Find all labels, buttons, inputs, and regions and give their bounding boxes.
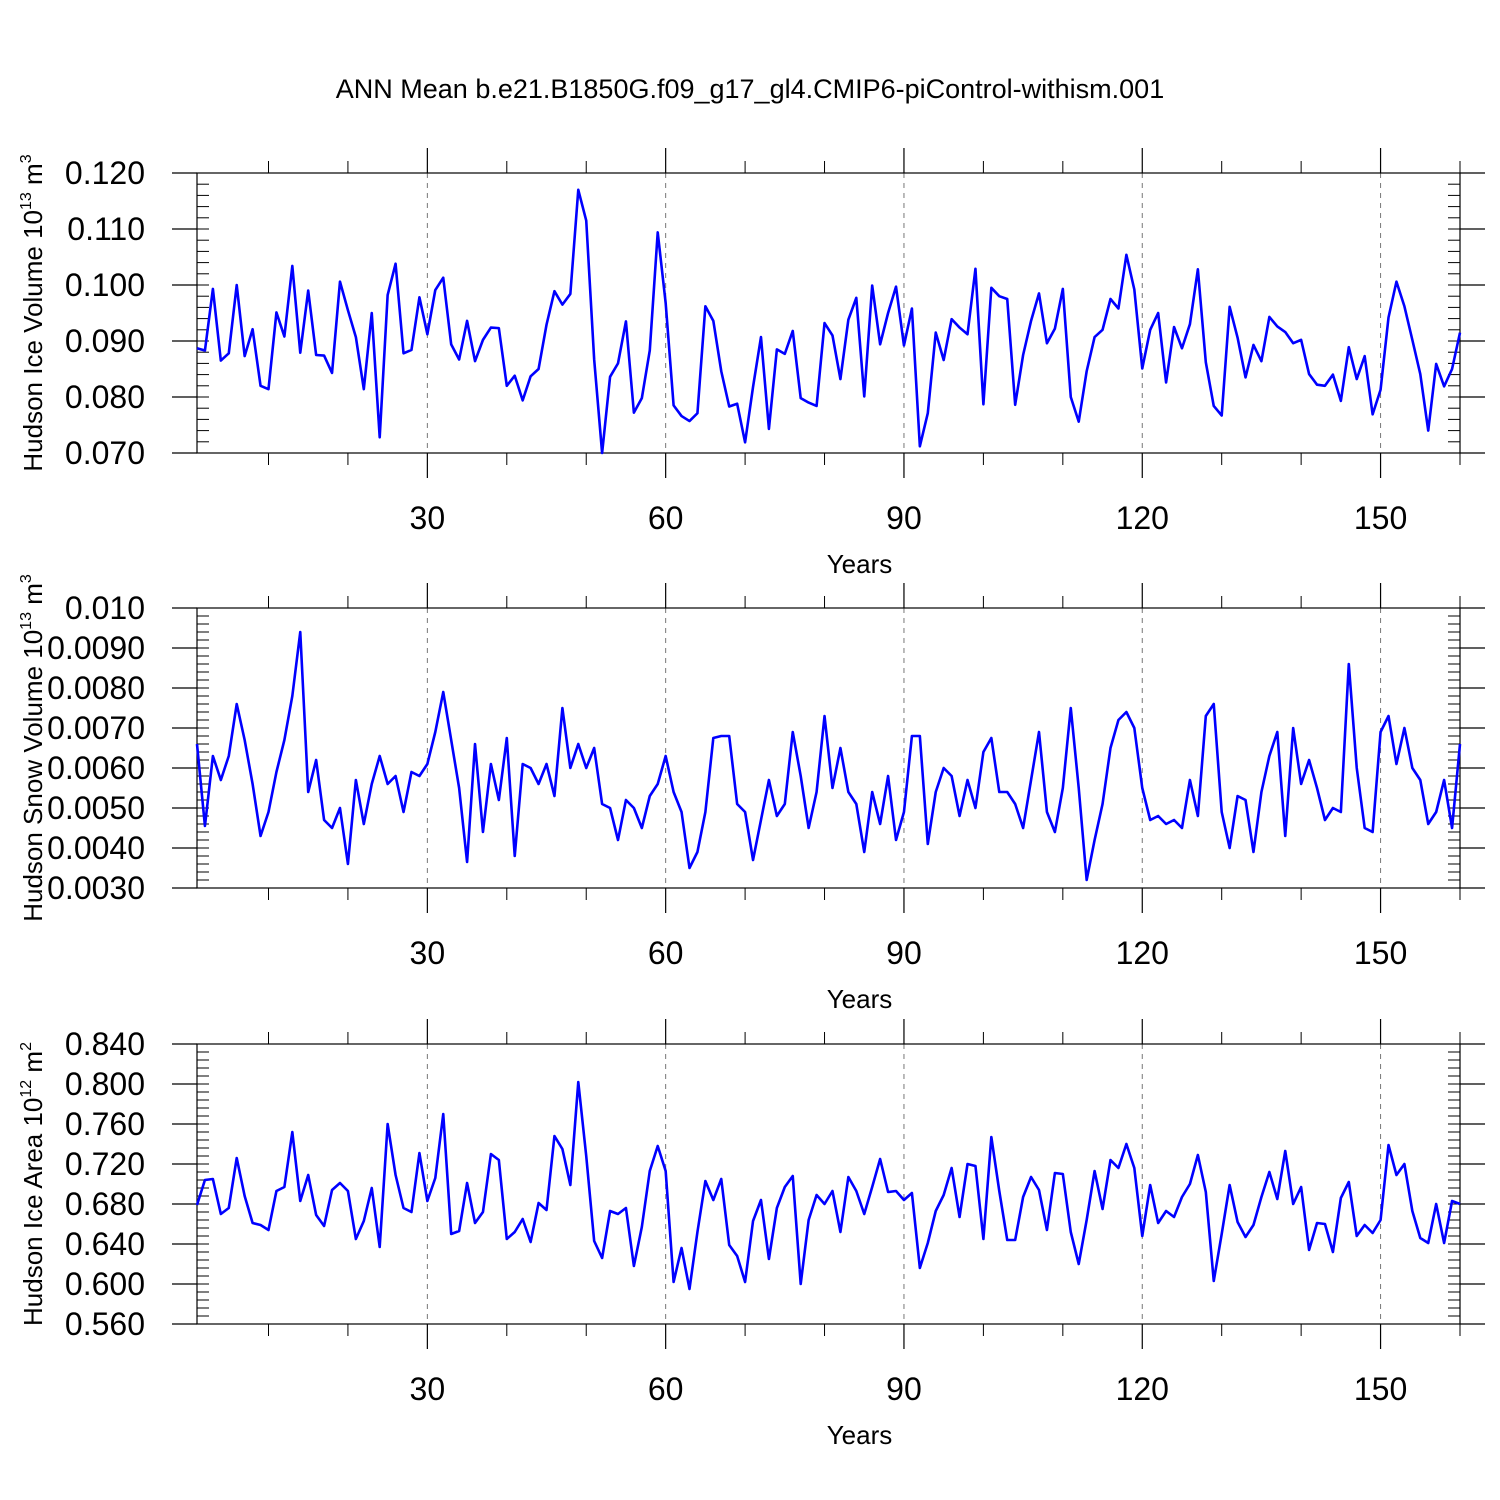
y-tick-label: 0.720 xyxy=(65,1146,145,1182)
plot-frame xyxy=(196,1043,1461,1325)
panel-snow-volume: 30 60 90 120 150 0.0030 0.0040 0.0050 0.0060 0.00… xyxy=(18,574,1485,1014)
page-title: ANN Mean b.e21.B1850G.f09_g17_gl4.CMIP6-… xyxy=(335,74,1165,104)
x-tick-label: 60 xyxy=(648,935,684,971)
y-tick-label: 0.110 xyxy=(67,211,145,247)
x-tick-label: 150 xyxy=(1354,1371,1407,1407)
y-tick-label: 0.120 xyxy=(65,155,145,191)
y-tick-label: 0.560 xyxy=(65,1306,145,1342)
x-axis-title: Years xyxy=(827,1420,893,1450)
x-tick-label: 90 xyxy=(886,1371,922,1407)
y-tick-label: 0.0060 xyxy=(47,750,145,786)
y-tick-label: 0.010 xyxy=(65,590,145,626)
x-axis-title: Years xyxy=(827,549,893,579)
y-tick-label: 0.840 xyxy=(65,1026,145,1062)
series-line xyxy=(195,630,1462,882)
y-tick-label: 0.0070 xyxy=(47,710,145,746)
y-tick-label: 0.800 xyxy=(65,1066,145,1102)
panel-ice-volume: 30 60 90 120 150 0.070 0.080 0.090 0.100 0.110 0.1… xyxy=(18,148,1485,579)
series-line xyxy=(196,188,1462,455)
x-tick-label: 120 xyxy=(1116,500,1169,536)
y-tick-label: 0.070 xyxy=(65,435,145,471)
y-axis-title: Hudson Ice Volume 1013 m3 xyxy=(18,154,48,471)
y-tick-label: 0.0030 xyxy=(47,870,145,906)
x-tick-label: 30 xyxy=(410,935,446,971)
y-tick-label: 0.0040 xyxy=(47,830,145,866)
y-tick-label: 0.0080 xyxy=(47,670,145,706)
x-axis-title: Years xyxy=(827,984,893,1014)
y-axis-title: Hudson Snow Volume 1013 m3 xyxy=(18,574,48,922)
y-tick-label: 0.600 xyxy=(65,1266,145,1302)
y-tick-label: 0.090 xyxy=(65,323,145,359)
x-tick-label: 90 xyxy=(886,935,922,971)
y-axis-title: Hudson Ice Area 1012 m2 xyxy=(18,1042,48,1326)
x-tick-label: 30 xyxy=(410,1371,446,1407)
y-tick-label: 0.680 xyxy=(65,1186,145,1222)
y-tick-label: 0.0090 xyxy=(47,630,145,666)
x-tick-label: 30 xyxy=(410,500,446,536)
y-tick-label: 0.640 xyxy=(65,1226,145,1262)
x-tick-label: 120 xyxy=(1116,1371,1169,1407)
plot-frame xyxy=(196,172,1461,454)
x-tick-label: 60 xyxy=(648,500,684,536)
y-tick-label: 0.100 xyxy=(65,267,145,303)
x-tick-label: 60 xyxy=(648,1371,684,1407)
y-tick-label: 0.080 xyxy=(65,379,145,415)
x-tick-label: 150 xyxy=(1354,500,1407,536)
y-tick-label: 0.760 xyxy=(65,1106,145,1142)
x-tick-label: 120 xyxy=(1116,935,1169,971)
y-tick-label: 0.0050 xyxy=(47,790,145,826)
panel-ice-area: 30 60 90 120 150 0.560 0.600 0.640 0.680 0.720 0.7… xyxy=(18,1019,1485,1450)
series-line xyxy=(195,1080,1461,1291)
x-tick-label: 90 xyxy=(886,500,922,536)
x-tick-label: 150 xyxy=(1354,935,1407,971)
